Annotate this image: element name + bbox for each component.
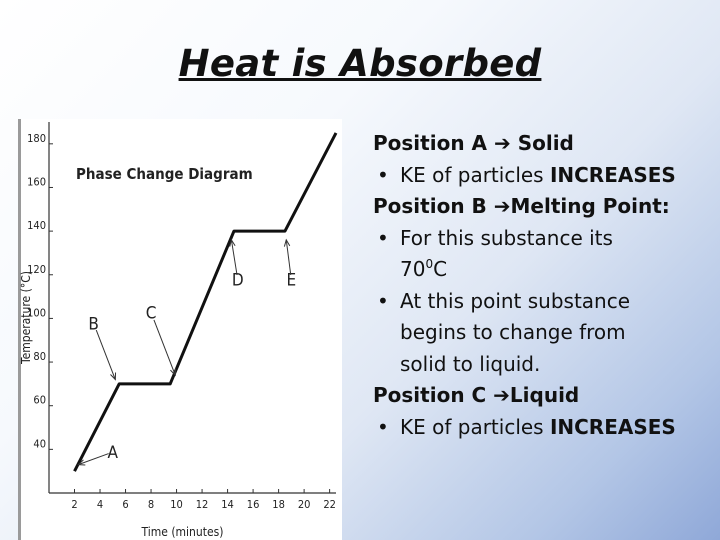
y-tick-label: 160 [27,175,46,188]
position-heading: Position B ➔Melting Point: [373,191,713,223]
right-arrow-icon: ➔ [487,131,511,155]
bullet-strong-text: INCREASES [549,162,676,187]
figure-edge [18,119,21,540]
bullet-strong-text: INCREASES [549,414,676,439]
arrowhead-icon [170,368,176,377]
y-tick-label: 40 [33,437,46,450]
phase-change-diagram: 40 60 80 100 120 140 160 180 2 4 6 8 10 12 14 16 18 20 22 T… [18,119,342,540]
chart-title: Phase Change Diagram [76,165,253,183]
right-arrow-icon: ➔ [493,194,511,218]
x-tick-label: 20 [298,498,311,511]
annotation-arrow [95,329,116,380]
x-tick-label: 12 [196,498,209,511]
y-tick-label: 140 [27,219,46,232]
heading-label: Position B [373,194,494,218]
bullet-text: For this substance its [400,225,613,250]
y-tick-label: 80 [33,350,46,363]
annotation-label: E [287,271,297,291]
position-heading: Position C ➔Liquid [373,380,713,412]
x-tick-label: 6 [122,498,128,511]
y-tick-label: 60 [33,394,46,407]
annotation-label: B [88,314,99,334]
phase-change-chart: 40 60 80 100 120 140 160 180 2 4 6 8 10 12 14 16 18 20 22 T… [18,119,338,540]
annotation-label: D [232,271,244,291]
bullet-icon: • [377,225,389,250]
right-arrow-icon: ➔ [493,383,510,407]
annotation-arrow [153,319,176,376]
bullet-text: KE of particles [400,162,550,187]
bullet-item: • For this substance its 700C [373,223,713,286]
bullet-text: 700C [400,257,448,281]
x-tick-label: 2 [71,498,77,511]
bullet-text: begins to change from [400,320,626,344]
heading-value: Melting Point: [510,194,670,218]
heading-value: Solid [510,131,574,155]
arrowhead-icon [283,238,291,247]
heading-value: Liquid [509,383,580,407]
annotation-label: C [146,303,157,323]
y-tick-label: 120 [27,263,46,276]
superscript: 0 [425,257,434,271]
position-heading: Position A ➔ Solid [373,128,713,160]
arrowhead-icon [110,372,117,381]
bullet-text: KE of particles [400,414,550,439]
x-tick-label: 10 [170,498,183,511]
heading-label: Position C [373,383,494,407]
bullet-icon: • [377,288,389,313]
y-axis-label: Temperature (°C) [19,271,33,365]
x-tick-label: 14 [221,498,234,511]
annotation-label: A [108,443,119,463]
phase-curve [73,132,338,472]
slide-title: Heat is Absorbed [178,42,542,85]
x-tick-label: 8 [148,498,154,511]
arrowhead-icon [229,238,236,247]
annotation-arrow [285,239,292,275]
x-tick-label: 4 [97,498,103,511]
bullet-icon: • [377,414,389,439]
arrowhead-icon [77,459,86,466]
y-tick-label: 180 [27,132,46,145]
bullet-item: • At this point substance begins to change… [373,286,713,381]
x-tick-label: 18 [272,498,285,511]
annotation-arrow [78,453,109,466]
notes-list: Position A ➔ Solid • KE of particles INCRE… [373,128,713,443]
bullet-text: At this point substance [400,288,631,313]
bullet-text: solid to liquid. [400,351,541,376]
bullet-text-tail: C [433,257,448,281]
bullet-item: • KE of particles INCREASES [373,412,713,444]
annotation-arrow [230,239,238,275]
x-tick-label: 22 [323,498,336,511]
x-tick-label: 16 [247,498,260,511]
heading-label: Position A [373,131,487,155]
bullet-item: • KE of particles INCREASES [373,160,713,192]
bullet-icon: • [377,162,389,187]
x-axis-label: Time (minutes) [141,525,224,539]
y-tick-label: 100 [27,306,46,319]
